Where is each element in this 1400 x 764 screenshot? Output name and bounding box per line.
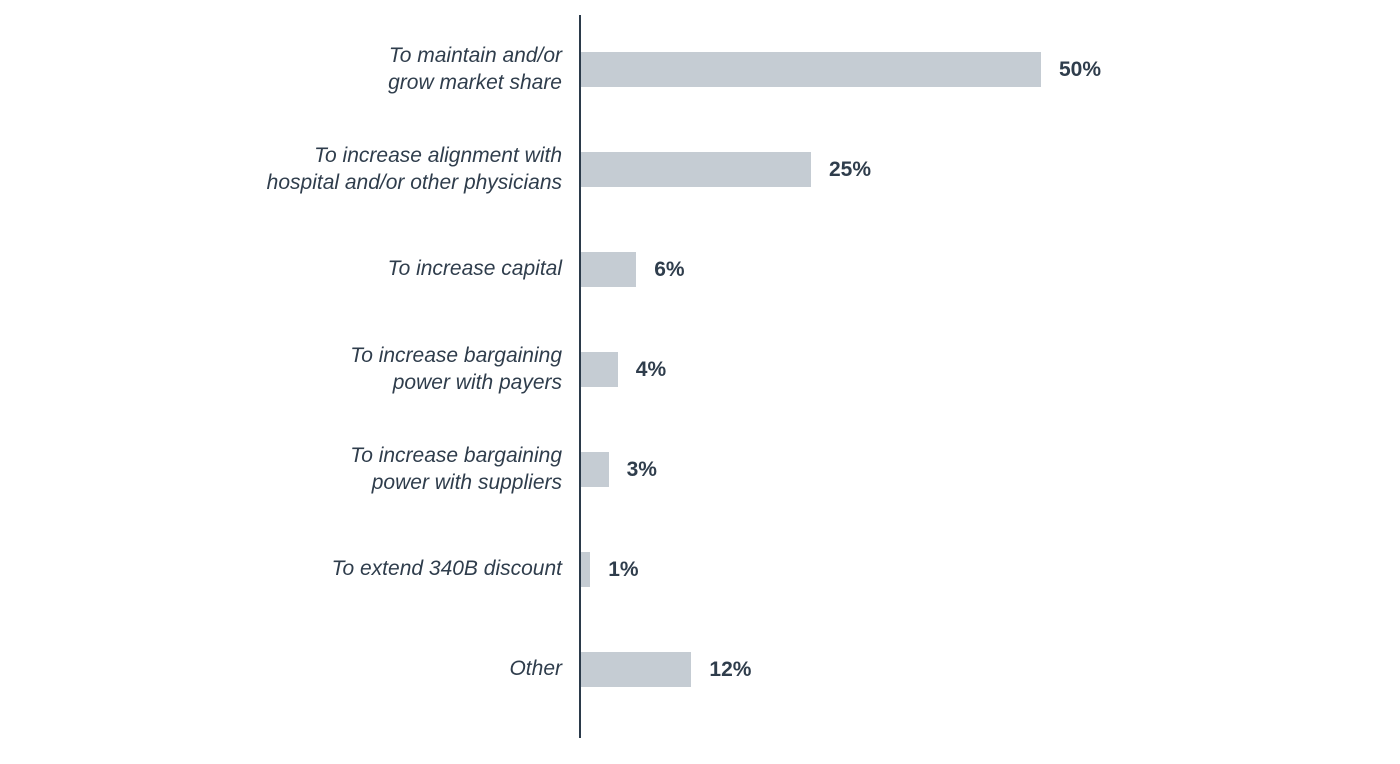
category-label: To increase bargaining power with payers	[0, 343, 562, 396]
value-label: 12%	[709, 658, 751, 682]
category-label: To increase capital	[0, 256, 562, 282]
value-label: 6%	[654, 258, 684, 282]
value-label: 25%	[829, 158, 871, 182]
category-label: To maintain and/or grow market share	[0, 43, 562, 96]
bar	[581, 352, 618, 387]
bar	[581, 52, 1041, 87]
bar	[581, 152, 811, 187]
bar	[581, 252, 636, 287]
value-label: 4%	[636, 358, 666, 382]
bar	[581, 552, 590, 587]
horizontal-bar-chart: To maintain and/or grow market share 50% T…	[0, 0, 1400, 764]
category-label: To increase alignment with hospital and/…	[0, 143, 562, 196]
value-label: 3%	[627, 458, 657, 482]
category-label: To extend 340B discount	[0, 556, 562, 582]
category-label: Other	[0, 656, 562, 682]
bar	[581, 652, 691, 687]
category-label: To increase bargaining power with suppli…	[0, 443, 562, 496]
bar	[581, 452, 609, 487]
value-label: 50%	[1059, 58, 1101, 82]
value-label: 1%	[608, 558, 638, 582]
